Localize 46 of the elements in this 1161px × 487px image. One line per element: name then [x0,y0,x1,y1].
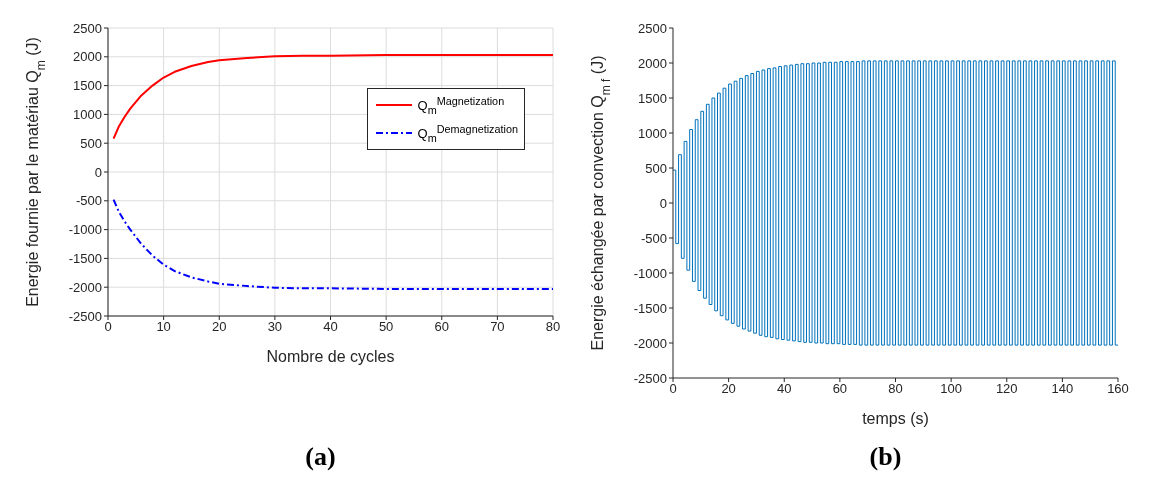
x-tick-label: 70 [490,319,505,335]
y-tick-label: -1500 [633,300,667,316]
x-tick-label: 80 [888,381,903,397]
x-tick-label: 120 [995,381,1018,397]
y-tick-label: 500 [645,160,667,176]
y-tick-label: 0 [659,195,667,211]
y-tick-label: 500 [80,135,102,151]
y-tick-label: -2500 [68,308,102,324]
y-tick-label: 1000 [73,107,102,123]
x-tick-label: 50 [378,319,394,335]
x-tick-label: 80 [545,319,561,335]
x-tick-label: 20 [212,319,227,335]
y-tick-label: -500 [640,230,667,246]
x-tick-label: 160 [1107,381,1129,397]
line-series [112,198,553,290]
y-tick-label: -1000 [633,265,667,281]
y-tick-label: 2500 [73,20,102,36]
y-tick-label: -2000 [633,335,667,351]
x-tick-label: 60 [434,319,449,335]
line-series [112,54,553,140]
x-axis-title: temps (s) [862,410,929,427]
y-tick-label: 2000 [638,55,667,71]
x-tick-label: 0 [669,381,677,397]
y-tick-label: -1500 [68,251,102,267]
x-tick-label: 140 [1051,381,1074,397]
x-tick-label: 30 [267,319,283,335]
y-tick-label: 2500 [638,20,667,36]
y-tick-label: -2000 [68,279,102,295]
x-tick-label: 100 [940,381,962,397]
text: (a) [304,442,337,472]
x-tick-label: 0 [104,319,112,335]
x-tick-label: 40 [777,381,792,397]
y-tick-label: -2500 [633,370,667,386]
text: (b) [868,442,903,472]
y-tick-label: -500 [75,193,102,209]
x-tick-label: 60 [832,381,848,397]
x-tick-label: 20 [721,381,736,397]
y-tick-label: 1500 [73,78,102,94]
y-tick-label: 0 [94,164,102,180]
y-tick-label: 1000 [638,125,667,141]
x-axis-title: Nombre de cycles [266,348,395,365]
y-tick-label: -1000 [68,222,102,238]
x-tick-label: 10 [156,319,171,335]
y-tick-label: 2000 [73,49,102,65]
x-tick-label: 40 [323,319,338,335]
y-tick-label: 1500 [638,90,667,106]
